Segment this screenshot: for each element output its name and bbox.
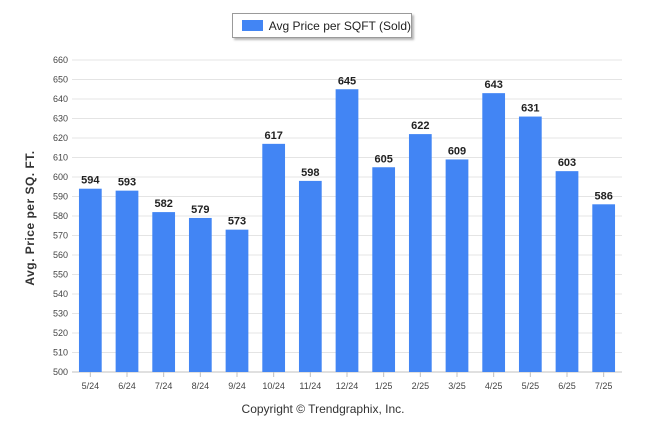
y-tick-label: 640: [53, 94, 68, 104]
x-tick-label: 11/24: [299, 381, 321, 391]
x-tick-label: 6/25: [558, 381, 576, 391]
bar-1-25: [372, 167, 396, 372]
y-tick-label: 660: [53, 55, 68, 65]
data-label: 598: [301, 167, 319, 179]
bar-10-24: [262, 143, 286, 372]
data-label: 573: [228, 216, 246, 228]
data-label: 605: [374, 153, 392, 165]
bar-9-24: [225, 229, 249, 372]
x-tick-label: 7/24: [155, 381, 173, 391]
bar-7-25: [592, 204, 616, 372]
bar-7-24: [152, 212, 176, 372]
y-tick-label: 630: [53, 114, 68, 124]
bar-4-25: [482, 93, 506, 373]
y-tick-label: 620: [53, 133, 68, 143]
x-tick-label: 9/24: [228, 381, 246, 391]
bar-series: [78, 89, 616, 373]
bar-8-24: [188, 217, 212, 372]
data-label: 593: [118, 177, 136, 189]
data-label: 586: [594, 190, 612, 202]
x-tick-label: 5/24: [82, 381, 100, 391]
x-tick-label: 3/25: [448, 381, 466, 391]
x-tick-label: 7/25: [595, 381, 613, 391]
y-tick-label: 550: [53, 270, 68, 280]
x-tick-label: 5/25: [522, 381, 540, 391]
x-axis-ticks: 5/24 6/24 7/24 8/24 9/24 10/24 11/24 12/24 1/25 2…: [82, 372, 613, 391]
copyright-note: Copyright © Trendgraphix, Inc.: [241, 402, 405, 416]
legend-label: Avg Price per SQFT (Sold): [268, 18, 411, 33]
x-tick-label: 2/25: [412, 381, 430, 391]
data-label: 643: [484, 79, 502, 91]
y-tick-label: 530: [53, 309, 68, 319]
data-label: 622: [411, 120, 429, 132]
legend-swatch: [242, 20, 263, 31]
legend[interactable]: Avg Price per SQFT (Sold): [232, 13, 412, 38]
x-tick-label: 8/24: [192, 381, 210, 391]
x-tick-label: 10/24: [262, 381, 285, 391]
y-tick-label: 650: [53, 75, 68, 85]
x-tick-label: 1/25: [375, 381, 393, 391]
bar-2-25: [408, 134, 432, 372]
y-tick-label: 520: [53, 328, 68, 338]
y-tick-label: 570: [53, 231, 68, 241]
data-labels: 594 593 582 579 573 617 598 645 605 622 609 643 631 6…: [81, 75, 613, 227]
bar-3-25: [445, 159, 469, 372]
y-axis-ticks: 500 510 520 530 540 550 560 570 580 590 600 610 620 6…: [53, 55, 68, 377]
y-tick-label: 500: [53, 367, 68, 377]
data-label: 582: [154, 198, 172, 210]
data-label: 609: [448, 145, 466, 157]
bar-5-24: [78, 188, 102, 372]
data-label: 579: [191, 204, 209, 216]
data-label: 617: [264, 130, 282, 142]
bar-12-24: [335, 89, 359, 372]
bar-6-24: [115, 190, 139, 372]
data-label: 645: [338, 75, 356, 87]
data-label: 631: [521, 103, 539, 115]
y-tick-label: 580: [53, 211, 68, 221]
y-tick-label: 560: [53, 250, 68, 260]
bar-5-25: [518, 116, 542, 372]
data-label: 603: [558, 157, 576, 169]
x-tick-label: 6/24: [118, 381, 136, 391]
data-label: 594: [81, 175, 100, 187]
y-tick-label: 590: [53, 192, 68, 202]
bar-11-24: [298, 180, 322, 372]
bar-6-25: [555, 171, 579, 372]
x-tick-label: 4/25: [485, 381, 503, 391]
y-tick-label: 600: [53, 172, 68, 182]
x-tick-label: 12/24: [336, 381, 359, 391]
y-tick-label: 510: [53, 348, 68, 358]
y-tick-label: 610: [53, 153, 68, 163]
y-tick-label: 540: [53, 289, 68, 299]
